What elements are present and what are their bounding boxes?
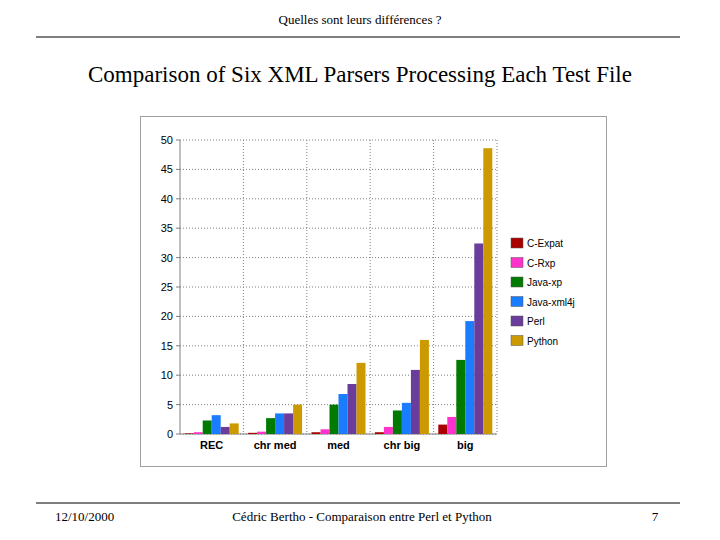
category-separator — [306, 140, 307, 434]
category-label: chr med — [254, 439, 297, 451]
bar — [266, 418, 275, 434]
grid-line — [180, 345, 497, 346]
footer-date: 12/10/2000 — [55, 509, 114, 524]
grid-line — [180, 169, 497, 170]
tick-label: 20 — [161, 310, 173, 322]
slide-header: Quelles sont leurs différences ? — [279, 12, 442, 27]
bar — [348, 384, 357, 434]
bar — [321, 429, 330, 434]
bar — [312, 432, 321, 434]
bar — [447, 417, 456, 434]
grid-line — [180, 140, 497, 141]
legend-swatch — [511, 297, 523, 307]
tick-mark — [176, 287, 180, 288]
y-axis — [180, 140, 181, 434]
bar — [438, 425, 447, 434]
legend-label: C-Expat — [527, 238, 563, 249]
bar — [465, 321, 474, 434]
tick-label: 45 — [161, 163, 173, 175]
grid-line — [180, 287, 497, 288]
bar — [293, 405, 302, 434]
bar — [221, 427, 230, 434]
grid-line — [180, 375, 497, 376]
grid-line — [180, 257, 497, 258]
slide: Quelles sont leurs différences ? Comparis… — [0, 0, 720, 540]
bar — [357, 363, 366, 434]
bar — [420, 340, 429, 434]
chart-panel — [141, 117, 607, 467]
bar — [339, 394, 348, 434]
legend-swatch — [511, 238, 523, 248]
tick-label: 50 — [161, 134, 173, 146]
legend-label: C-Rxp — [527, 258, 556, 269]
category-label: big — [457, 439, 474, 451]
tick-mark — [176, 257, 180, 258]
tick-label: 35 — [161, 222, 173, 234]
legend-label: Python — [527, 336, 558, 347]
category-label: REC — [200, 439, 223, 451]
bar — [393, 410, 402, 434]
grid-line — [180, 228, 497, 229]
tick-label: 40 — [161, 193, 173, 205]
bar — [203, 420, 212, 434]
tick-mark — [176, 404, 180, 405]
category-separator — [497, 140, 498, 434]
tick-mark — [176, 198, 180, 199]
tick-label: 5 — [167, 399, 173, 411]
bar — [456, 360, 465, 434]
tick-mark — [176, 316, 180, 317]
header-rule — [36, 37, 680, 38]
tick-mark — [176, 169, 180, 170]
tick-mark — [176, 140, 180, 141]
bar — [230, 423, 239, 434]
tick-mark — [176, 228, 180, 229]
category-label: chr big — [384, 439, 421, 451]
grid-line — [180, 198, 497, 199]
bar — [384, 427, 393, 434]
bar — [248, 433, 257, 434]
bar — [402, 403, 411, 434]
bar — [375, 432, 384, 434]
category-label: med — [327, 439, 350, 451]
legend-label: Perl — [527, 316, 545, 327]
footer-rule — [36, 503, 680, 504]
tick-label: 10 — [161, 369, 173, 381]
tick-mark — [176, 345, 180, 346]
bar — [212, 415, 221, 434]
bar — [284, 413, 293, 434]
legend-swatch — [511, 316, 523, 326]
tick-mark — [176, 434, 180, 435]
bar — [474, 243, 483, 434]
tick-label: 0 — [167, 428, 173, 440]
bar — [185, 433, 194, 434]
bar — [483, 148, 492, 434]
legend-label: Java-xp — [527, 277, 562, 288]
tick-mark — [176, 375, 180, 376]
legend-swatch — [511, 258, 523, 268]
bar — [257, 432, 266, 434]
tick-label: 30 — [161, 252, 173, 264]
grid-line — [180, 316, 497, 317]
bars — [185, 148, 493, 434]
category-separator — [243, 140, 244, 434]
tick-label: 25 — [161, 281, 173, 293]
tick-label: 15 — [161, 340, 173, 352]
page-number: 7 — [652, 509, 659, 524]
legend-label: Java-xml4j — [527, 297, 575, 308]
legend-swatch — [511, 277, 523, 287]
bar — [411, 370, 420, 434]
bar — [194, 432, 203, 434]
bar — [330, 405, 339, 434]
bar — [275, 413, 284, 434]
category-separator — [433, 140, 434, 434]
legend-swatch — [511, 336, 523, 346]
footer-author: Cédric Bertho - Comparaison entre Perl e… — [232, 509, 492, 524]
chart-title: Comparison of Six XML Parsers Processing… — [88, 62, 632, 87]
category-separator — [370, 140, 371, 434]
canvas: Quelles sont leurs différences ? Comparis… — [0, 0, 720, 540]
